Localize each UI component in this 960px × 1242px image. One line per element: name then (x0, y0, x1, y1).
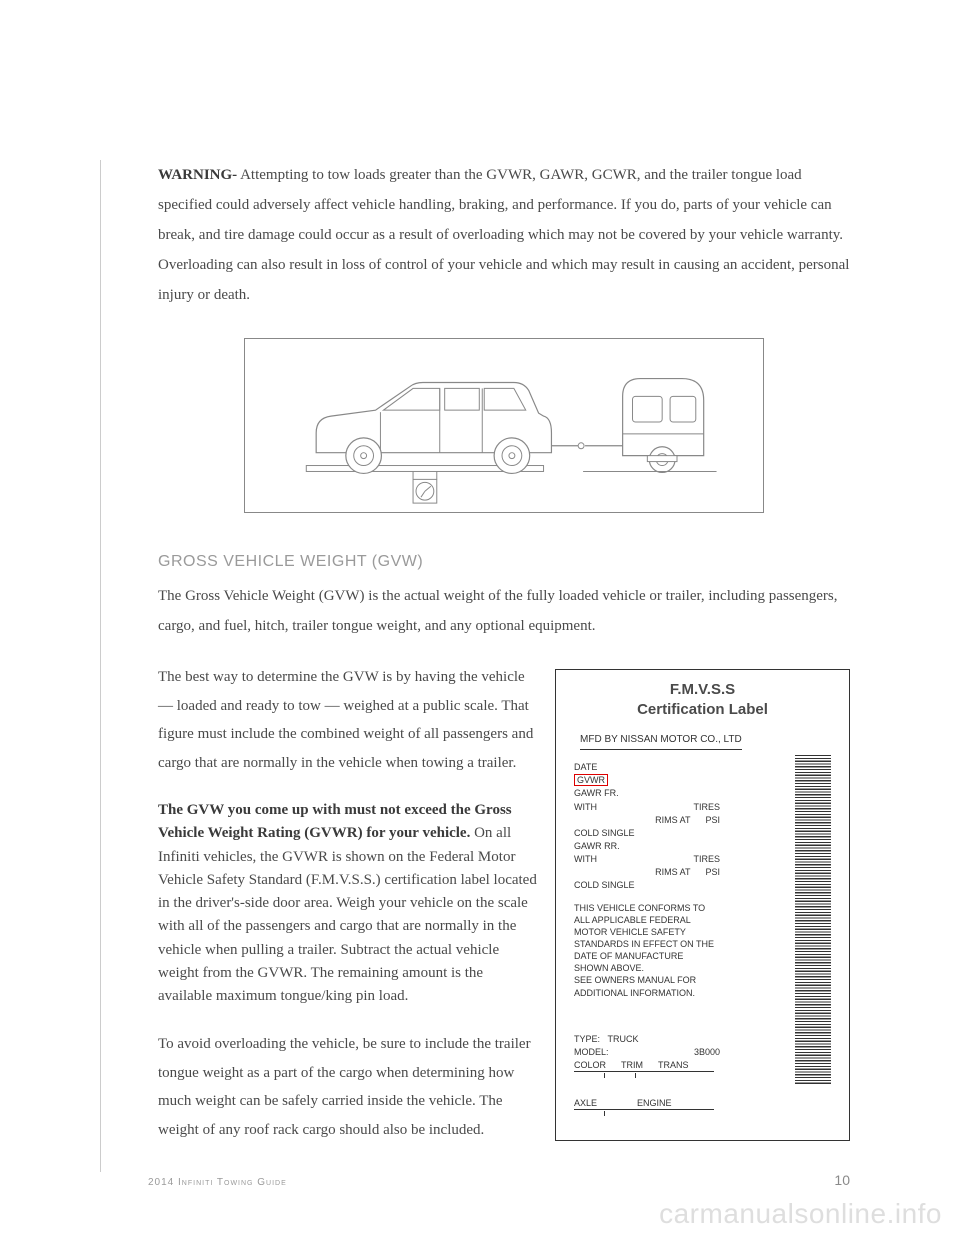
label-rims-psi-2: RIMS AT PSI (574, 866, 720, 878)
barcode-graphic (795, 755, 831, 1085)
warning-text: Attempting to tow loads greater than the… (158, 167, 849, 303)
footer-title: 2014 Infiniti Towing Guide (148, 1177, 287, 1188)
left-p2: The GVW you come up with must not exceed… (158, 799, 537, 1008)
gvw-heading: GROSS VEHICLE WEIGHT (GVW) (158, 553, 850, 571)
left-p2-rest: On all Infiniti vehicles, the GVWR is sh… (158, 825, 537, 1004)
label-title-1: F.M.V.S.S (670, 681, 735, 698)
gvw-intro: The Gross Vehicle Weight (GVW) is the ac… (158, 581, 850, 641)
left-p1: The best way to determine the GVW is by … (158, 663, 537, 777)
label-mfd: MFD BY NISSAN MOTOR CO., LTD (580, 733, 742, 750)
label-title: F.M.V.S.S Certification Label (574, 680, 831, 719)
page-footer: 2014 Infiniti Towing Guide 10 (148, 1172, 850, 1188)
label-gawr-fr: GAWR FR. (574, 787, 774, 799)
label-title-2: Certification Label (637, 701, 768, 718)
vertical-rule (100, 160, 101, 1172)
left-p2-bold: The GVW you come up with must not exceed… (158, 802, 512, 841)
label-axle-engine: AXLE ENGINE (574, 1097, 774, 1110)
vehicle-trailer-diagram (244, 338, 764, 513)
left-p3: To avoid overloading the vehicle, be sur… (158, 1030, 537, 1144)
page-number: 10 (834, 1172, 850, 1188)
label-conform: THIS VEHICLE CONFORMS TO ALL APPLICABLE … (574, 902, 714, 975)
gvwr-highlight: GVWR (574, 774, 608, 787)
label-with-tires-2: WITHTIRES (574, 853, 774, 865)
label-model: MODEL:3B000 (574, 1046, 774, 1058)
label-date: DATE (574, 761, 774, 773)
left-column: The best way to determine the GVW is by … (158, 663, 537, 1166)
label-owners: SEE OWNERS MANUAL FOR ADDITIONAL INFORMA… (574, 974, 714, 998)
label-gawr-rr: GAWR RR. (574, 840, 774, 852)
label-color-trim-trans: COLOR TRIM TRANS (574, 1059, 774, 1072)
label-type: TYPE: TRUCK (574, 1033, 774, 1045)
label-cold-2: COLD SINGLE (574, 879, 774, 891)
watermark: carmanualsonline.info (659, 1198, 942, 1230)
label-with-tires-1: WITHTIRES (574, 801, 774, 813)
certification-label-diagram: F.M.V.S.S Certification Label MFD BY NIS… (555, 669, 850, 1141)
warning-paragraph: WARNING- Attempting to tow loads greater… (158, 160, 850, 310)
label-cold-1: COLD SINGLE (574, 827, 774, 839)
warning-label: WARNING- (158, 167, 237, 183)
label-rims-psi-1: RIMS AT PSI (574, 814, 720, 826)
